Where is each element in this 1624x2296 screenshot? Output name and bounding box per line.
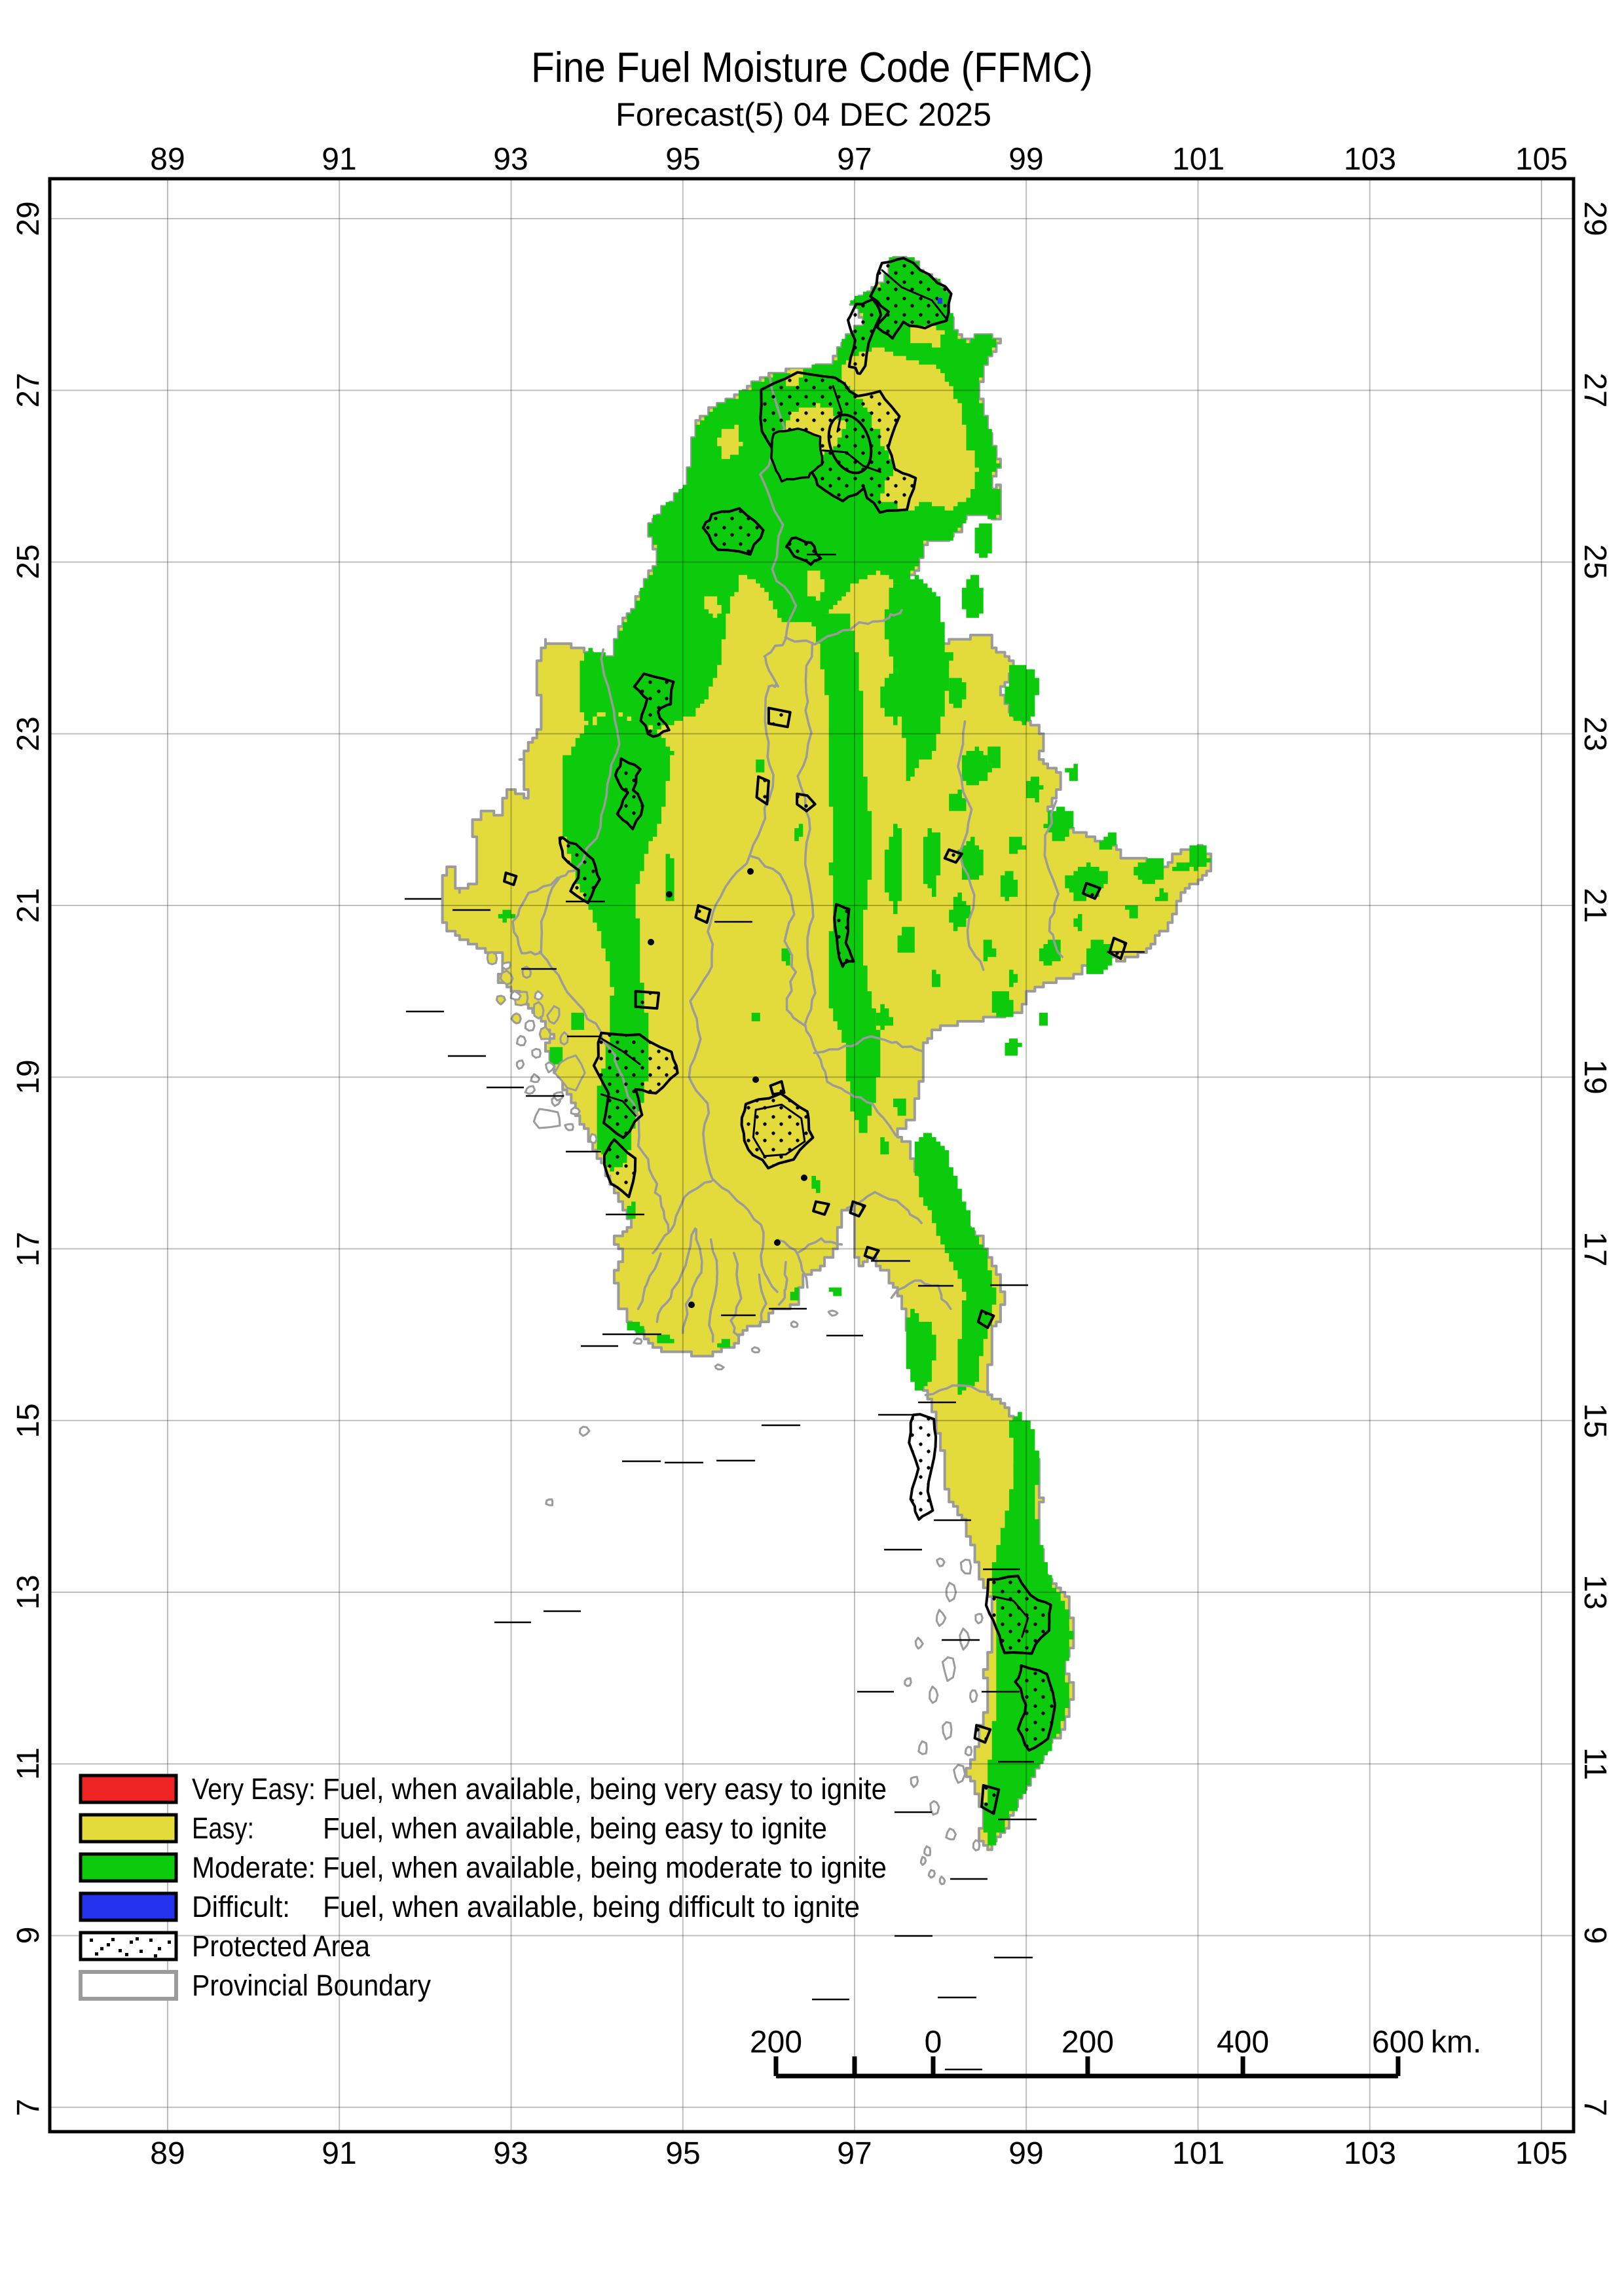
svg-text:Fuel, when available, being mo: Fuel, when available, being moderate to … xyxy=(323,1851,887,1884)
svg-text:105: 105 xyxy=(1515,142,1568,177)
svg-text:19: 19 xyxy=(11,1059,46,1094)
svg-text:21: 21 xyxy=(1578,888,1612,922)
svg-text:89: 89 xyxy=(150,2136,185,2171)
svg-text:23: 23 xyxy=(1578,716,1612,751)
svg-text:13: 13 xyxy=(11,1575,46,1609)
svg-text:95: 95 xyxy=(665,2136,700,2171)
svg-text:105: 105 xyxy=(1515,2136,1568,2171)
svg-text:17: 17 xyxy=(1578,1231,1612,1266)
svg-text:Provincial Boundary: Provincial Boundary xyxy=(192,1969,431,2002)
svg-text:27: 27 xyxy=(1578,373,1612,407)
svg-text:Difficult:: Difficult: xyxy=(192,1890,290,1923)
svg-text:29: 29 xyxy=(1578,201,1612,236)
svg-text:15: 15 xyxy=(1578,1403,1612,1438)
svg-text:25: 25 xyxy=(11,544,46,579)
svg-text:99: 99 xyxy=(1008,142,1043,177)
svg-text:19: 19 xyxy=(1578,1059,1612,1094)
svg-text:Fine Fuel Moisture Code (FFMC): Fine Fuel Moisture Code (FFMC) xyxy=(531,43,1093,91)
svg-text:7: 7 xyxy=(1578,2099,1612,2117)
svg-text:89: 89 xyxy=(150,142,185,177)
svg-text:29: 29 xyxy=(11,201,46,236)
svg-text:Fuel, when available, being di: Fuel, when available, being difficult to… xyxy=(323,1890,860,1923)
svg-text:600: 600 xyxy=(1372,2025,1424,2060)
svg-text:15: 15 xyxy=(11,1403,46,1438)
svg-text:103: 103 xyxy=(1344,2136,1396,2171)
svg-text:7: 7 xyxy=(11,2099,46,2117)
svg-text:95: 95 xyxy=(665,142,700,177)
svg-text:101: 101 xyxy=(1172,2136,1225,2171)
svg-text:400: 400 xyxy=(1217,2025,1269,2060)
svg-text:11: 11 xyxy=(1578,1747,1612,1780)
svg-text:21: 21 xyxy=(11,888,46,922)
svg-text:97: 97 xyxy=(837,142,872,177)
svg-text:Fuel, when available, being ea: Fuel, when available, being easy to igni… xyxy=(323,1812,827,1845)
svg-text:0: 0 xyxy=(925,2025,942,2060)
svg-text:93: 93 xyxy=(493,2136,528,2171)
svg-text:9: 9 xyxy=(11,1927,46,1944)
svg-text:Forecast(5) 04 DEC 2025: Forecast(5) 04 DEC 2025 xyxy=(616,96,991,133)
svg-text:200: 200 xyxy=(750,2025,802,2060)
svg-text:km.: km. xyxy=(1431,2025,1481,2060)
svg-text:97: 97 xyxy=(837,2136,872,2171)
svg-text:101: 101 xyxy=(1172,142,1225,177)
svg-text:Moderate:: Moderate: xyxy=(192,1851,316,1884)
svg-text:9: 9 xyxy=(1578,1927,1612,1944)
svg-text:17: 17 xyxy=(11,1231,46,1266)
svg-text:103: 103 xyxy=(1344,142,1396,177)
svg-text:200: 200 xyxy=(1061,2025,1114,2060)
svg-text:Fuel, when available, being ve: Fuel, when available, being very easy to… xyxy=(323,1772,887,1806)
svg-text:93: 93 xyxy=(493,142,528,177)
svg-text:99: 99 xyxy=(1008,2136,1043,2171)
svg-text:11: 11 xyxy=(11,1747,46,1780)
svg-text:13: 13 xyxy=(1578,1575,1612,1609)
svg-text:Easy:: Easy: xyxy=(192,1812,254,1845)
svg-text:Protected Area: Protected Area xyxy=(192,1929,371,1963)
svg-text:25: 25 xyxy=(1578,544,1612,579)
svg-text:27: 27 xyxy=(11,373,46,407)
svg-text:91: 91 xyxy=(322,142,356,177)
svg-text:Very Easy:: Very Easy: xyxy=(192,1772,316,1806)
svg-text:23: 23 xyxy=(11,716,46,751)
svg-text:91: 91 xyxy=(322,2136,356,2171)
